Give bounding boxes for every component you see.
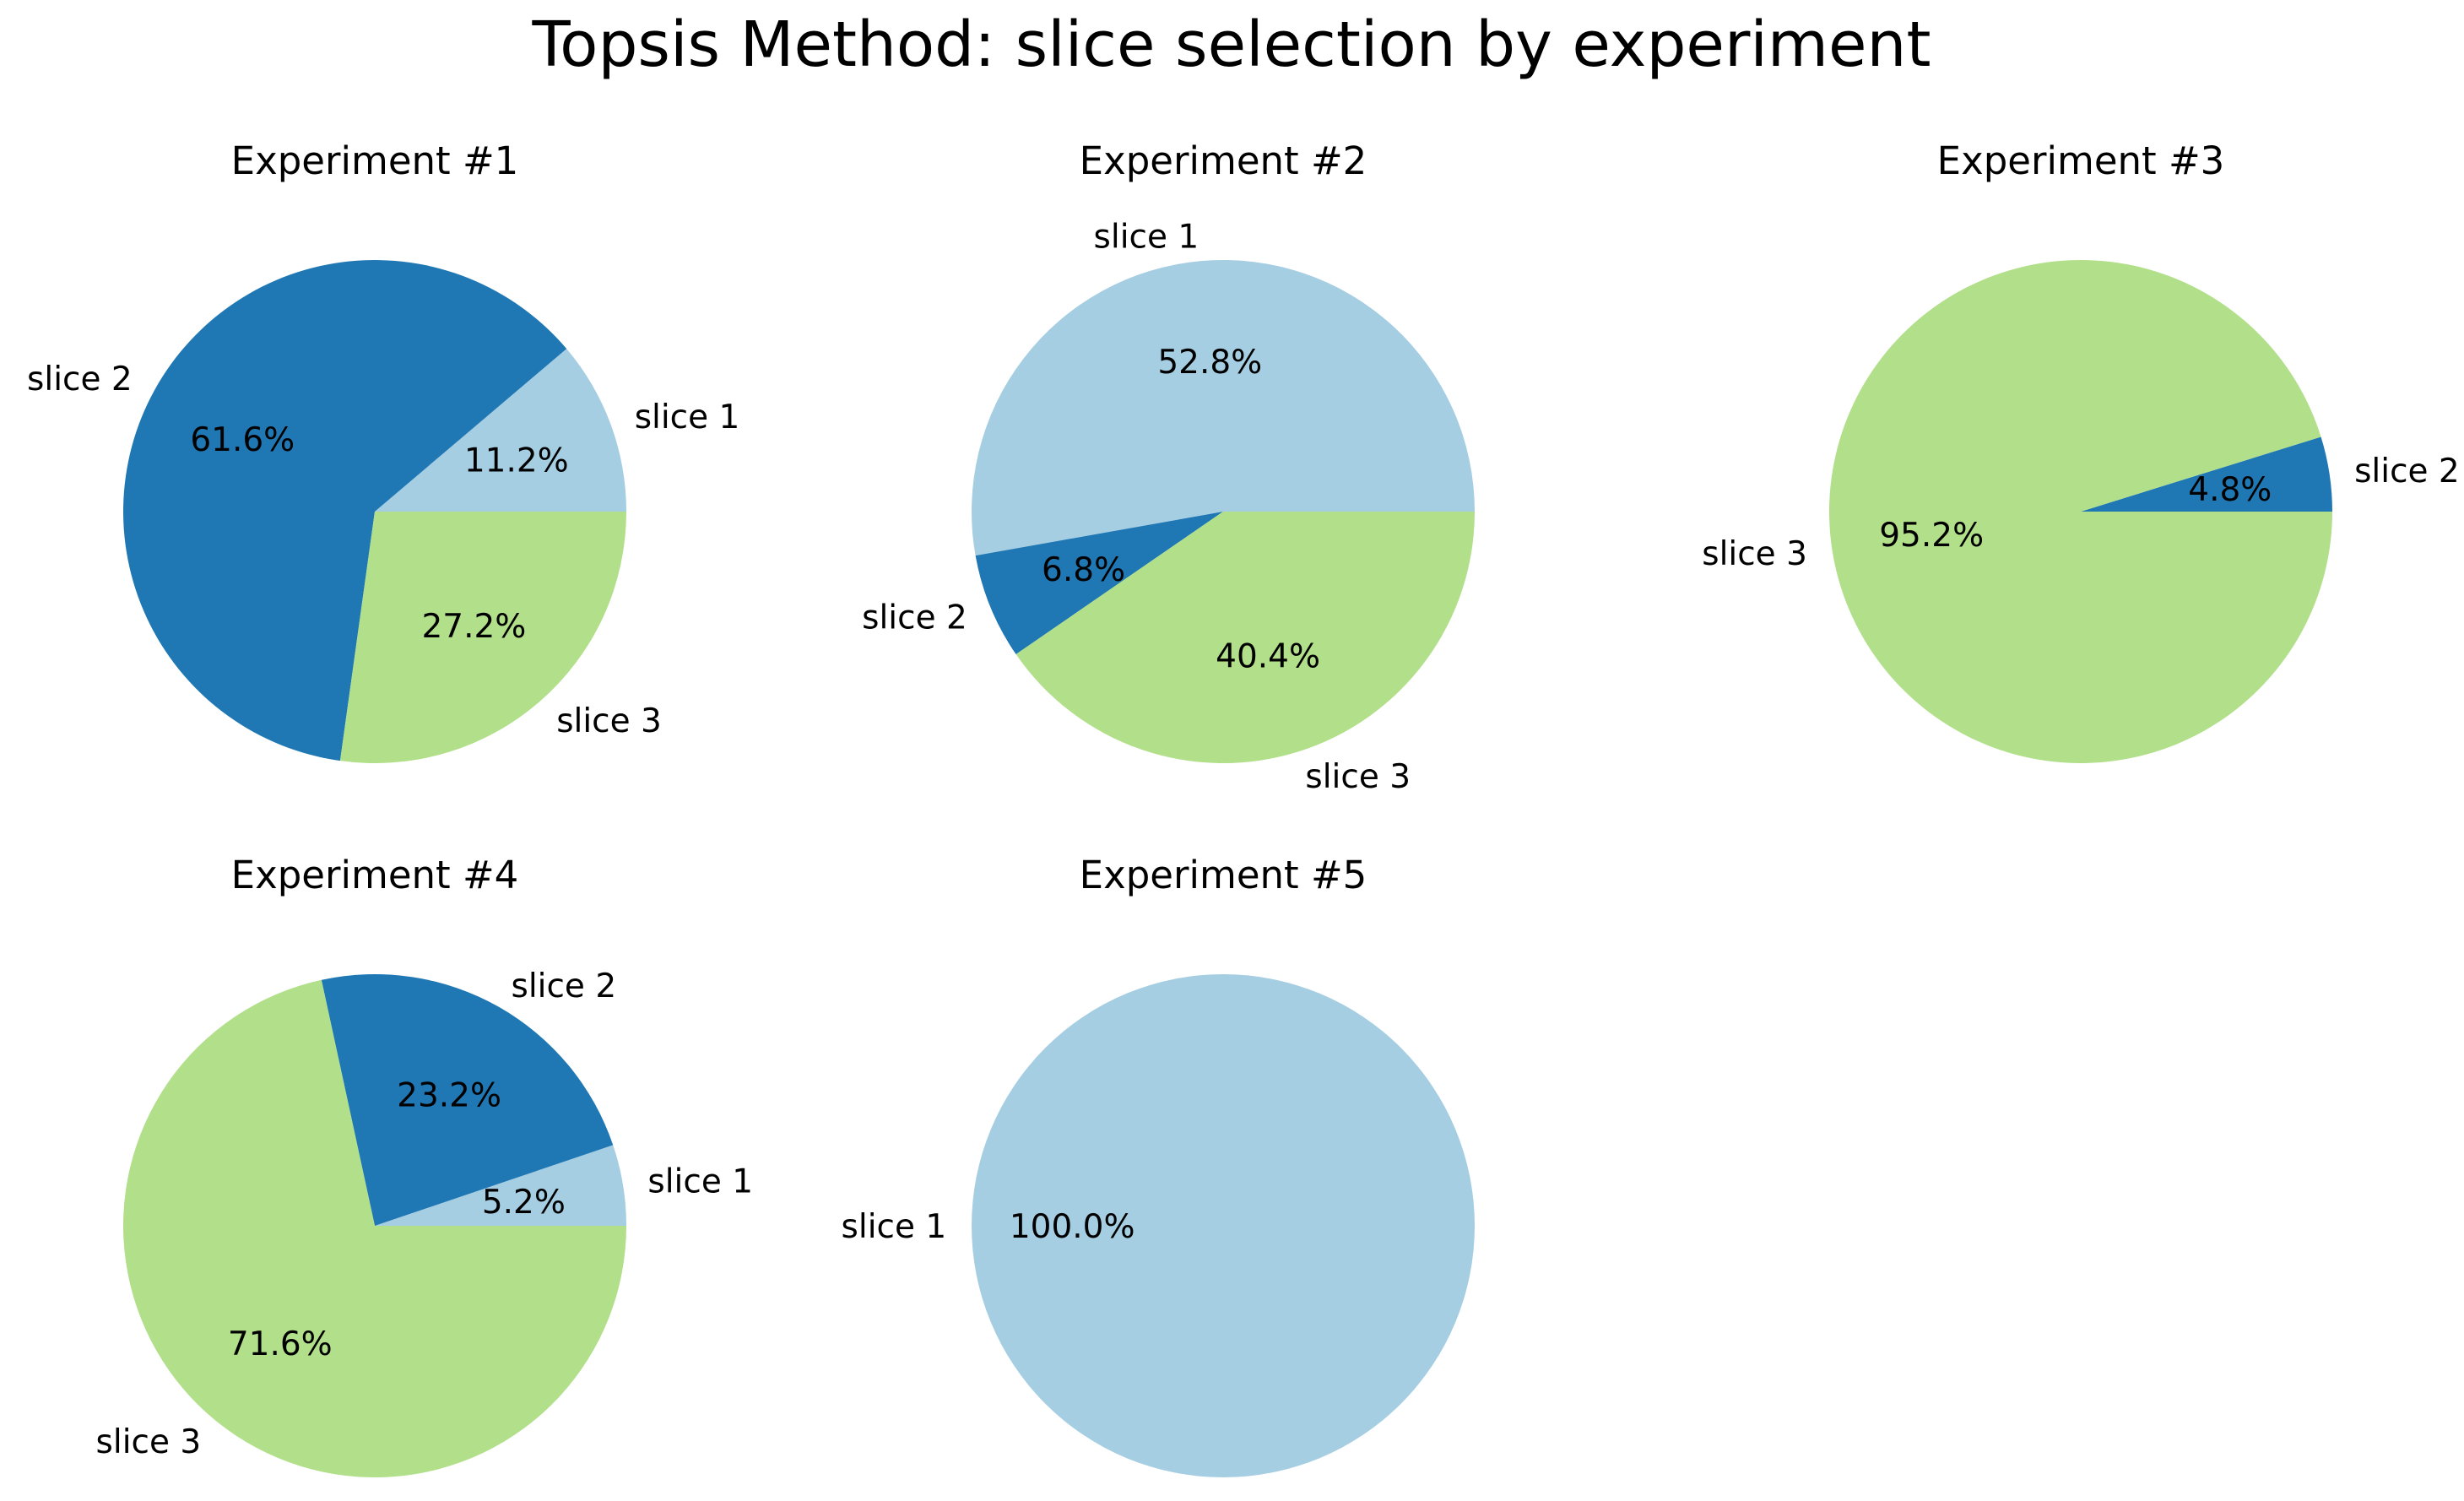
pie-chart-1: Experiment #1 11.2% slice 1 61.6% slice 2 27.… xyxy=(27,138,740,764)
subplot-title: Experiment #4 xyxy=(231,853,519,897)
pie-pct-label-slice-3: 27.2% xyxy=(421,608,526,646)
pie-slice-label-slice-1: slice 1 xyxy=(842,1208,947,1246)
pie-chart-4: Experiment #4 5.2% slice 1 23.2% slice 2 71.6… xyxy=(96,853,753,1477)
pie-slice-label-slice-2: slice 2 xyxy=(512,967,617,1005)
pie-wedge-slice-1 xyxy=(972,974,1475,1477)
pie-slice-label-slice-2: slice 2 xyxy=(27,360,133,398)
pie-wedge-slice-3 xyxy=(1829,259,2332,763)
pie-pct-label-slice-1: 11.2% xyxy=(464,442,569,480)
pie-wedge-slice-1 xyxy=(972,260,1475,556)
pie-slice-label-slice-3: slice 3 xyxy=(1702,535,1807,573)
pie-pct-label-slice-2: 6.8% xyxy=(1042,551,1125,589)
pie-wedge-slice-2 xyxy=(321,973,614,1226)
pie-chart-2: Experiment #2 52.8% slice 1 6.8% slice 2 40.4… xyxy=(862,138,1475,796)
pie-wedge-slice-3 xyxy=(1015,512,1475,763)
pie-pct-label-slice-2: 23.2% xyxy=(397,1076,501,1114)
pie-slice-label-slice-1: slice 1 xyxy=(647,1163,753,1201)
pie-wedge-slice-3 xyxy=(339,512,627,764)
pie-slice-label-slice-3: slice 3 xyxy=(1305,758,1411,796)
pie-slice-label-slice-3: slice 3 xyxy=(96,1423,202,1461)
pie-pct-label-slice-3: 71.6% xyxy=(228,1325,333,1363)
pie-pct-label-slice-2: 61.6% xyxy=(190,421,295,459)
subplot-title: Experiment #2 xyxy=(1080,138,1367,183)
pie-wedge-slice-2 xyxy=(975,512,1223,655)
pie-pct-label-slice-1: 52.8% xyxy=(1157,344,1262,382)
pie-wedge-slice-3 xyxy=(123,979,627,1477)
pie-slice-label-slice-1: slice 1 xyxy=(635,398,740,436)
pie-chart-3: Experiment #3 4.8% slice 2 95.2% slice 3 xyxy=(1702,138,2460,763)
pie-slice-label-slice-3: slice 3 xyxy=(556,702,662,740)
pie-wedge-slice-1 xyxy=(375,349,626,512)
pie-slice-label-slice-2: slice 2 xyxy=(2354,452,2460,490)
subplot-title: Experiment #3 xyxy=(1937,138,2225,183)
pie-slice-label-slice-2: slice 2 xyxy=(862,599,967,637)
pie-pct-label-slice-1: 5.2% xyxy=(482,1184,566,1222)
pie-slice-label-slice-1: slice 1 xyxy=(1094,219,1200,257)
pie-chart-5: Experiment #5 100.0% slice 1 xyxy=(842,853,1475,1477)
pie-pct-label-slice-1: 100.0% xyxy=(1010,1208,1135,1246)
pie-wedge-slice-2 xyxy=(123,260,567,761)
pie-pct-label-slice-2: 4.8% xyxy=(2188,471,2272,509)
subplot-title: Experiment #1 xyxy=(231,138,519,183)
subplot-title: Experiment #5 xyxy=(1080,853,1367,897)
pie-wedge-slice-2 xyxy=(2081,436,2332,512)
pie-pct-label-slice-3: 40.4% xyxy=(1216,638,1320,676)
figure-title: Topsis Method: slice selection by experi… xyxy=(532,8,1931,81)
pie-wedge-slice-1 xyxy=(375,1145,626,1226)
pie-pct-label-slice-3: 95.2% xyxy=(1879,517,1984,555)
